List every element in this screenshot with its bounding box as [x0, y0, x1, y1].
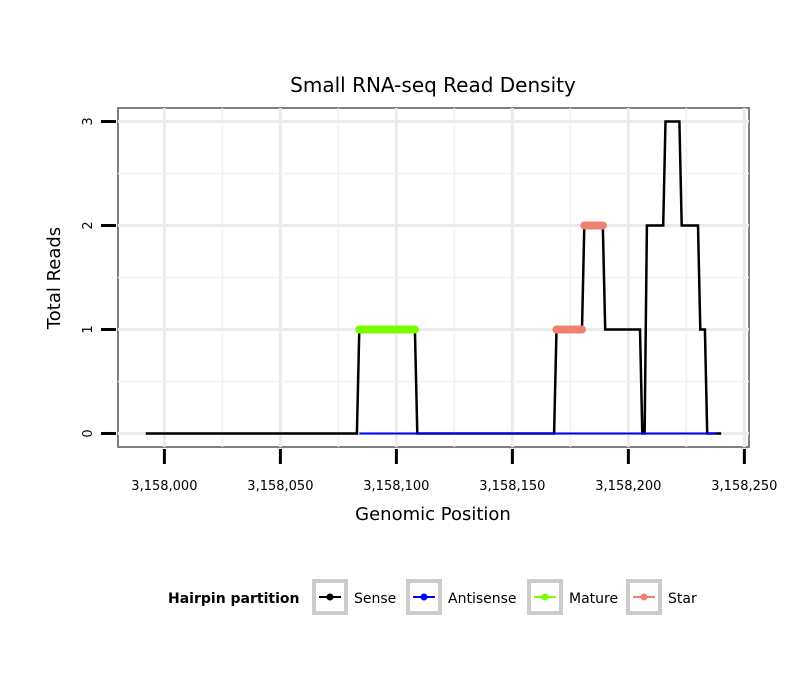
legend-item-antisense: Antisense [406, 579, 517, 615]
legend-item-sense: Sense [312, 579, 396, 615]
y-tick-label: 3 [81, 117, 96, 125]
x-tick-label: 3,158,250 [711, 479, 777, 494]
grid-lines [118, 108, 749, 447]
series-line-sense [145, 120, 722, 435]
legend-key-dot [640, 593, 648, 601]
x-tick-label: 3,158,100 [363, 479, 429, 494]
x-tick-label: 3,158,150 [479, 479, 545, 494]
y-tick-label: 1 [81, 325, 96, 333]
x-tick-label: 3,158,000 [131, 479, 197, 494]
chart-title: Small RNA-seq Read Density [290, 73, 576, 97]
x-tick-label: 3,158,200 [595, 479, 661, 494]
legend-label: Antisense [448, 591, 517, 607]
legend: Hairpin partition Sense Antisense Mature St… [168, 579, 697, 615]
legend-key-dot [541, 593, 549, 601]
legend-title: Hairpin partition [168, 591, 299, 607]
legend-label: Star [668, 591, 697, 607]
legend-key-dot [420, 593, 428, 601]
x-tick-label: 3,158,050 [247, 479, 313, 494]
x-axis-label: Genomic Position [355, 504, 511, 525]
series-layer [145, 120, 722, 435]
legend-label: Sense [354, 591, 396, 607]
legend-item-mature: Mature [527, 579, 618, 615]
legend-key-dot [326, 593, 334, 601]
legend-label: Mature [569, 591, 618, 607]
y-axis: 0 1 2 3 [81, 117, 116, 438]
y-tick-label: 0 [81, 429, 96, 437]
y-tick-label: 2 [81, 221, 96, 229]
x-axis: 3,158,000 3,158,050 3,158,100 3,158,150 3,15… [131, 449, 777, 494]
legend-item-star: Star [626, 579, 697, 615]
y-axis-label: Total Reads [44, 227, 65, 330]
